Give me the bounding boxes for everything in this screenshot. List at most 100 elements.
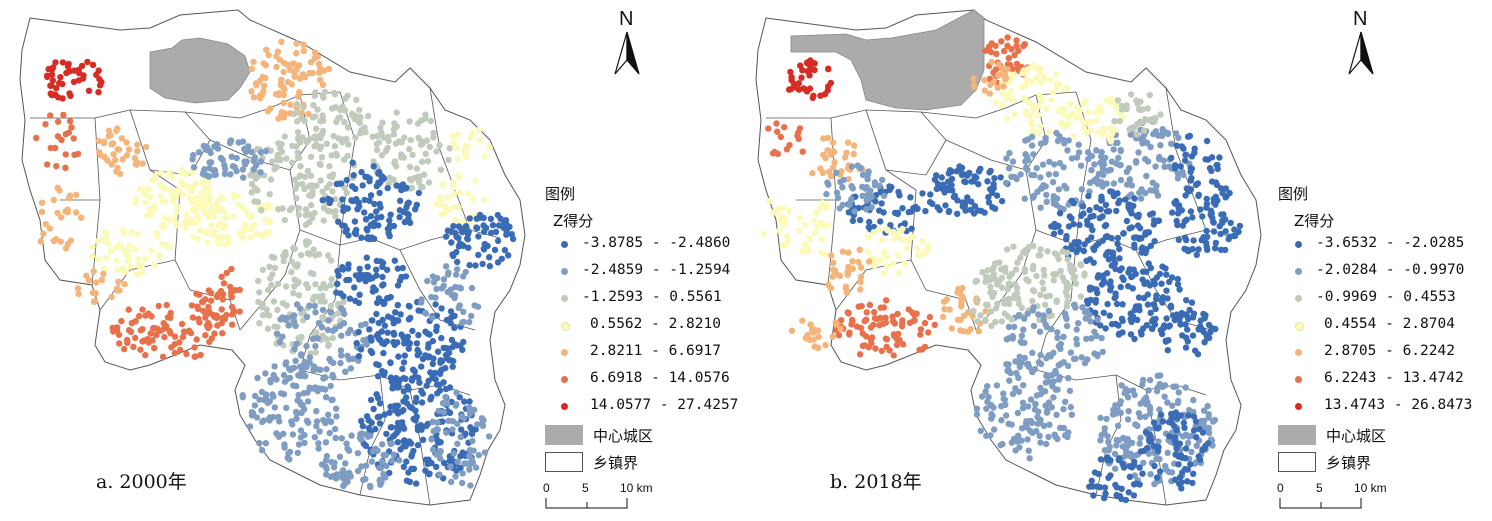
z-score-point xyxy=(1220,211,1227,218)
z-score-point xyxy=(204,198,212,206)
z-score-point xyxy=(454,440,461,447)
z-score-point xyxy=(395,317,402,324)
z-score-point xyxy=(327,382,334,390)
z-score-point xyxy=(857,273,865,281)
z-score-point xyxy=(806,62,813,69)
z-score-point xyxy=(453,271,460,278)
z-score-point xyxy=(1003,412,1010,419)
z-score-point xyxy=(1145,387,1152,394)
z-score-point xyxy=(487,215,495,222)
z-score-point xyxy=(1036,252,1044,259)
z-score-point xyxy=(788,73,795,81)
z-score-point xyxy=(187,219,194,227)
z-score-point xyxy=(998,318,1005,325)
z-score-point xyxy=(825,83,832,90)
z-score-point xyxy=(833,169,840,176)
z-score-point xyxy=(1199,447,1206,454)
z-score-point xyxy=(327,358,335,365)
z-score-point xyxy=(966,169,973,177)
z-score-point xyxy=(356,106,363,114)
z-score-point xyxy=(406,163,414,171)
z-score-point xyxy=(431,369,439,377)
z-score-point xyxy=(825,181,832,188)
z-score-point xyxy=(1131,195,1138,202)
z-score-point xyxy=(1038,360,1045,368)
z-score-point xyxy=(159,353,167,360)
z-score-point xyxy=(286,456,293,463)
legend-label-class-3: -1.2593 - 0.5561 xyxy=(582,289,722,305)
z-score-point xyxy=(501,246,509,254)
z-score-point xyxy=(172,209,180,216)
z-score-point xyxy=(268,253,276,260)
z-score-point xyxy=(1208,178,1216,185)
z-score-point xyxy=(467,482,474,489)
z-score-point xyxy=(281,59,288,67)
z-score-point xyxy=(1158,280,1165,287)
z-score-point xyxy=(442,393,449,401)
z-score-point xyxy=(398,273,405,281)
z-score-point xyxy=(844,309,851,316)
legend-label-class-1: -3.8785 - -2.4860 xyxy=(582,235,731,251)
z-score-point xyxy=(355,353,363,360)
z-score-point xyxy=(796,125,804,132)
z-score-point xyxy=(1015,47,1022,54)
z-score-point xyxy=(314,53,321,60)
legend-swatch-class-3 xyxy=(1295,295,1302,302)
z-score-point xyxy=(415,331,422,339)
z-score-point xyxy=(430,355,437,362)
z-score-point xyxy=(880,270,887,277)
z-score-point xyxy=(227,283,234,291)
z-score-point xyxy=(468,456,475,463)
legend-label-class-6: 6.2243 - 13.4742 xyxy=(1324,370,1464,386)
z-score-point xyxy=(1132,303,1140,310)
z-score-point xyxy=(400,359,408,366)
z-score-point xyxy=(865,168,872,175)
z-score-point xyxy=(310,102,317,109)
z-score-point xyxy=(1089,483,1096,490)
z-score-point xyxy=(325,317,332,324)
z-score-point xyxy=(394,301,401,309)
z-score-point xyxy=(469,437,476,445)
z-score-point xyxy=(410,465,418,472)
z-score-point xyxy=(276,418,283,425)
z-score-point xyxy=(281,444,288,451)
z-score-point xyxy=(993,382,1001,389)
z-score-point xyxy=(240,234,247,242)
z-score-point xyxy=(85,277,93,284)
z-score-point xyxy=(465,244,472,251)
z-score-point xyxy=(396,213,403,221)
z-score-point xyxy=(396,207,404,214)
z-score-point xyxy=(1110,406,1117,413)
scale-label-0: 0 xyxy=(543,481,550,495)
z-score-point xyxy=(1144,105,1151,112)
z-score-point xyxy=(313,422,320,430)
z-score-point xyxy=(1128,318,1135,325)
z-score-point xyxy=(178,320,186,328)
z-score-point xyxy=(849,217,857,224)
z-score-point xyxy=(436,381,443,388)
z-score-point xyxy=(332,207,339,215)
z-score-point xyxy=(154,233,161,240)
z-score-point xyxy=(1060,406,1067,413)
z-score-point xyxy=(468,284,476,292)
z-score-point xyxy=(265,229,273,236)
z-score-point xyxy=(83,272,90,279)
z-score-point xyxy=(1188,153,1196,160)
z-score-point xyxy=(293,100,301,108)
z-score-point xyxy=(244,145,251,153)
z-score-point xyxy=(339,264,346,271)
z-score-point xyxy=(223,269,230,276)
z-score-point xyxy=(829,333,836,340)
z-score-point xyxy=(992,42,999,50)
z-score-point xyxy=(1009,71,1016,79)
z-score-point xyxy=(799,148,806,155)
z-score-point xyxy=(1150,221,1157,228)
z-score-point xyxy=(376,189,383,197)
z-score-point xyxy=(1057,204,1064,212)
z-score-point xyxy=(269,413,277,421)
z-score-point xyxy=(1048,326,1055,333)
z-score-point xyxy=(1026,100,1033,107)
z-score-point xyxy=(317,285,324,292)
z-score-point xyxy=(1115,455,1123,462)
z-score-point xyxy=(1006,273,1013,280)
